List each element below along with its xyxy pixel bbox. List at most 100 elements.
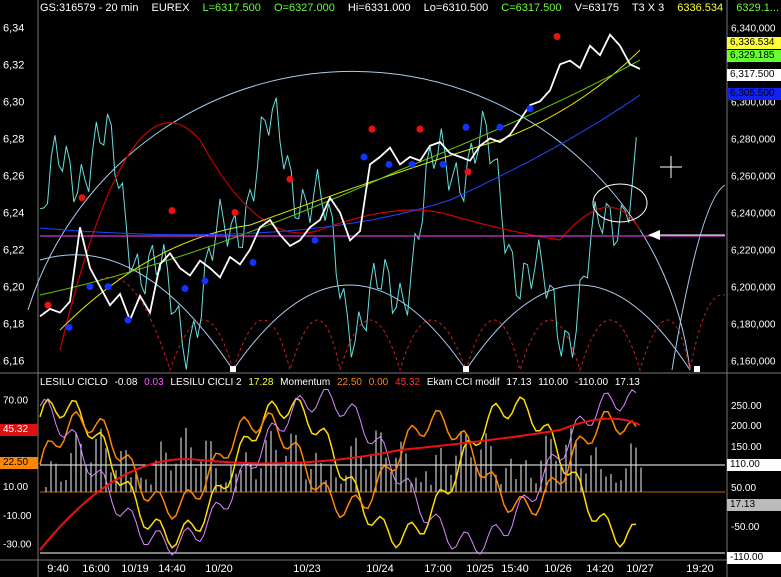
buy-signal-dot [124,316,132,324]
open-value: O=6327.000 [273,2,335,14]
time-tick: 10/25 [466,563,494,575]
low-value: Lo=6310.500 [423,2,489,14]
price-tick-right: 6,280,000 [731,134,776,145]
price-tick-right: 6,300,000 [731,97,776,108]
time-tick: 10/19 [121,563,149,575]
cci-upper-tag: 110.00 [727,459,781,471]
sell-signal-dot [168,207,176,215]
price-axis-right: 6,340,000 6,300,000 6,280,000 6,260,000 6,24… [731,23,776,367]
ind-tick-left: -30.00 [3,540,32,551]
price-tick-left: 6,26 [3,170,24,182]
indicator-header: LESILU CICLO -0.08 0.03 LESILU CICLI 2 1… [40,377,644,388]
momentum-v2: 0.00 [368,377,389,388]
time-tick: 19:20 [686,563,714,575]
price-tick-left: 6,30 [3,96,24,108]
close-value: C=6317.500 [501,2,562,14]
last-price-tag: 6,317.500 [727,69,781,81]
last-value: L=6317.500 [202,2,261,14]
buy-signal-dot [311,236,319,244]
small-cycle-arc [99,276,726,372]
price-tick-right: 6,180,000 [731,320,776,331]
high-value: Hi=6331.000 [347,2,411,14]
sell-signal-dot [553,33,561,41]
time-tick: 10/23 [293,563,321,575]
time-tick: 14:20 [586,563,614,575]
buy-signal-dot [385,160,393,168]
purple-cycle-line [39,389,637,556]
ind-tick-right: 250.00 [731,401,762,412]
price-axis-left: 6,34 6,32 6,30 6,28 6,26 6,24 6,22 6,20 6,18 6,16 [3,22,24,367]
momentum-v1: 22.50 [336,377,362,388]
cci-v1: 17.13 [506,377,532,388]
cci-lower-tag: -110.00 [727,552,781,564]
indicator-axis-right: 250.00 200.00 150.00 50.00 -50.00 [731,401,762,533]
time-tick: 9:40 [47,563,68,575]
buy-signal-dot [462,123,470,131]
ciclo-name: LESILU CICLO [40,377,108,388]
momentum-value-tag: 22.50 [0,457,38,469]
ciclo2-name: LESILU CICLI 2 [170,377,242,388]
ciclo2-prefix: 0.03 [144,377,164,388]
chart-header: GS:316579 - 20 min EUREX L=6317.500 O=63… [40,2,781,14]
time-tick: 17:00 [424,563,452,575]
annotations [592,156,725,240]
time-tick: 15:40 [501,563,529,575]
ind-tick-right: 50.00 [731,483,756,494]
exchange-label: EUREX [151,2,190,14]
symbol-label: GS:316579 - 20 min [40,2,139,14]
signal-dots [44,33,561,331]
highlight-ellipse [592,183,648,223]
price-tick-right: 6,160,000 [731,357,776,368]
price-tick-left: 6,16 [3,356,24,368]
red-momentum-line [39,417,641,551]
time-tick: 16:00 [82,563,110,575]
buy-signal-dot [201,277,209,285]
buy-signal-dot [181,284,189,292]
time-axis: 9:40 16:00 10/19 14:40 10/20 10/23 10/24 17:00 1… [47,563,713,575]
ma2-price-tag: 6,329.185 [727,50,781,62]
price-tick-left: 6,22 [3,245,24,257]
ind-tick-right: 150.00 [731,442,762,453]
ciclo-value: -0.08 [114,377,138,388]
buy-signal-dot [104,283,112,291]
sell-signal-dot [416,125,424,133]
yellow-oscillator [39,396,637,549]
buy-signal-dot [249,259,257,267]
blue-trend-line [39,94,641,236]
projected-arc [671,184,726,371]
cci-value-tag: 17.13 [727,499,781,511]
cci-name: Ekam CCI modif [426,377,500,388]
price-tick-right: 6,340,000 [731,23,776,34]
indicator-axis-left: 70.00 10.00 -10.00 -30.00 [3,395,32,550]
cycle-arcs [27,70,726,372]
green-average-line [39,59,641,296]
big-cycle-arc [27,70,691,371]
buy-signal-dot [65,323,73,331]
style-label: T3 X 3 [631,2,665,14]
sell-signal-dot [231,209,239,217]
momentum-name: Momentum [280,377,331,388]
momentum-v3: 45.32 [395,377,421,388]
time-tick: 10/20 [205,563,233,575]
cycle-low-marker [694,366,700,372]
ma1-price-tag: 6,336.534 [727,37,781,49]
price-lines [39,33,725,370]
ind-tick-left: -10.00 [3,511,32,522]
buy-signal-dot [526,105,534,113]
sell-signal-dot [464,168,472,176]
cci-v2: 110.00 [538,377,569,388]
price-tick-left: 6,24 [3,208,24,220]
volume-value: V=63175 [574,2,619,14]
time-tick: 10/24 [366,563,394,575]
price-tick-left: 6,18 [3,319,24,331]
price-line [39,33,641,323]
buy-signal-dot [439,160,447,168]
mid-cycle-arc [39,254,691,371]
price-tick-left: 6,34 [3,22,24,34]
sell-signal-dot [44,301,52,309]
buy-signal-dot [360,153,368,161]
price-tick-right: 6,260,000 [731,171,776,182]
time-tick: 10/26 [544,563,572,575]
red-average-line [59,122,641,351]
